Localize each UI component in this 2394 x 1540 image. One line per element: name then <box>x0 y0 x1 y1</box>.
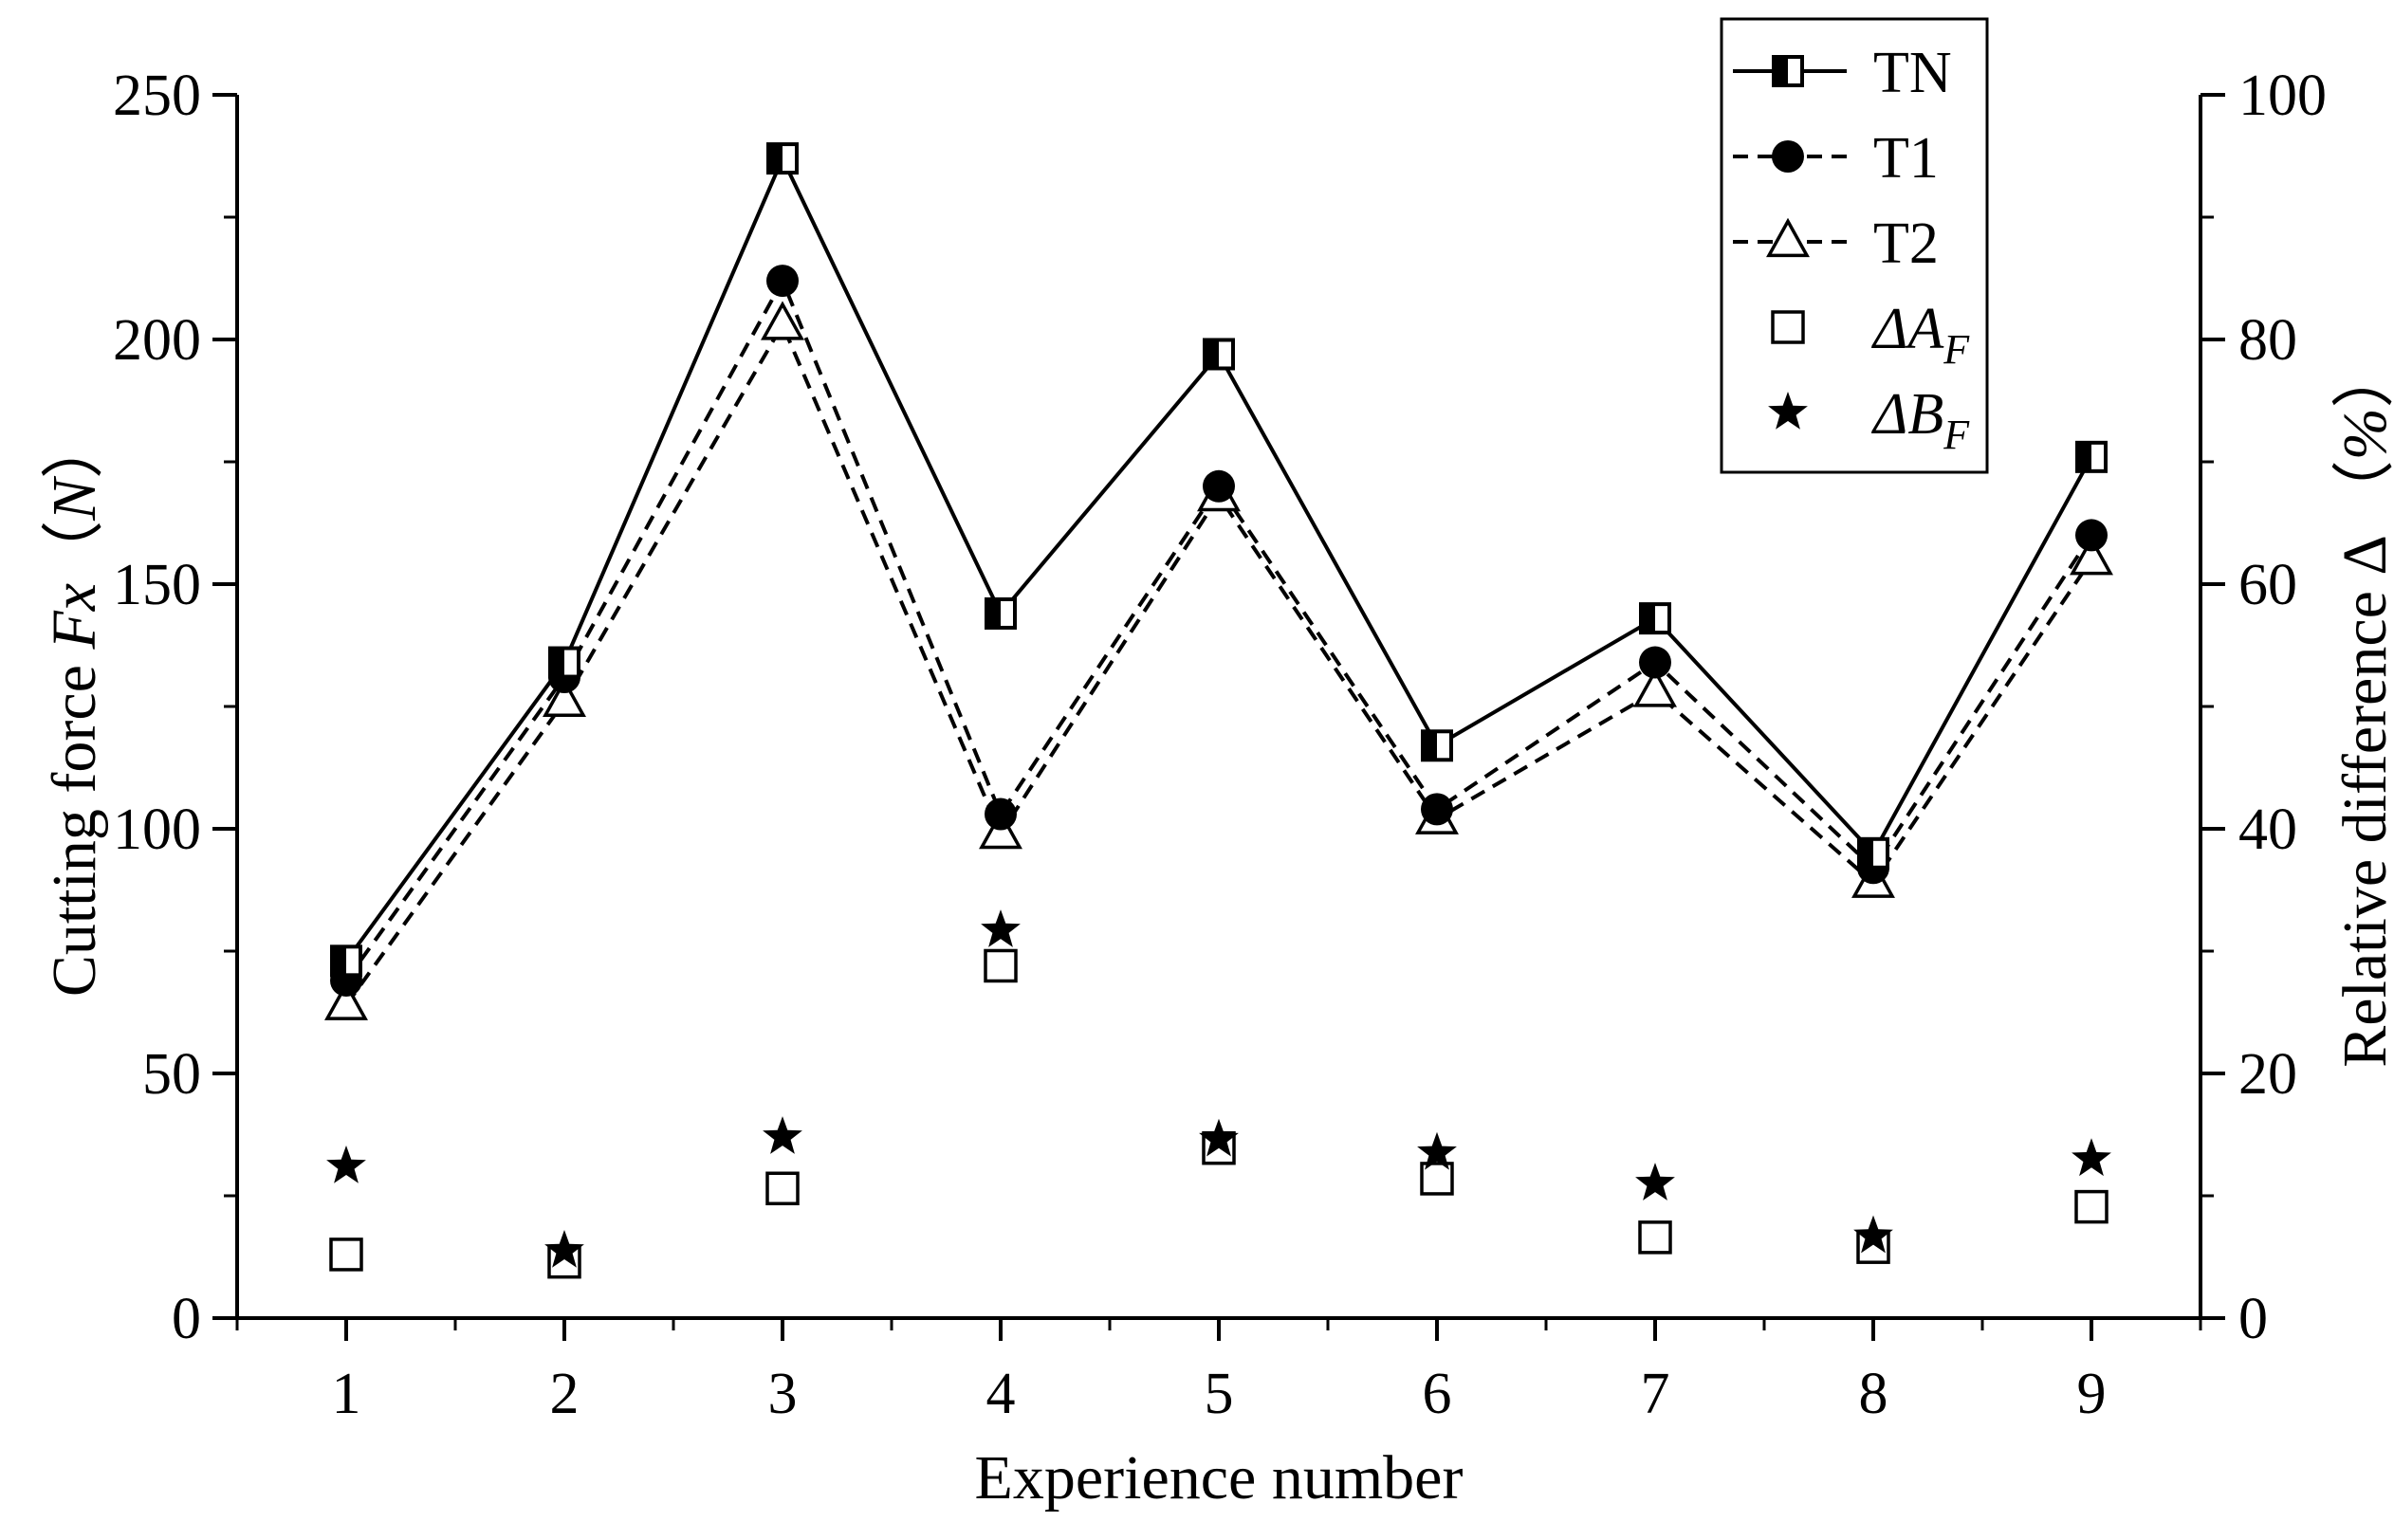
data-point-tn <box>2075 440 2108 473</box>
data-point-tn <box>985 596 1017 630</box>
y-tick-label: 200 <box>113 308 201 373</box>
data-point-bf <box>1853 1215 1893 1254</box>
y-axis-title: Cutting force Fx（N） <box>40 416 109 997</box>
legend-label: ΔBF <box>1870 382 1970 458</box>
legend-marker <box>1766 217 1810 258</box>
data-point-bf <box>1635 1163 1675 1201</box>
x-tick-label: 5 <box>1205 1362 1234 1426</box>
y2-tick-label: 40 <box>2238 798 2297 862</box>
data-point-bf <box>2072 1138 2111 1177</box>
legend-marker <box>1772 140 1804 173</box>
data-point-tn <box>1203 338 1235 371</box>
data-point-bf <box>544 1230 584 1268</box>
x-tick-label: 7 <box>1641 1362 1670 1426</box>
data-point-t2 <box>761 301 804 340</box>
x-tick-label: 3 <box>768 1362 798 1426</box>
legend-item: T1 <box>1733 126 1939 191</box>
legend-item: T2 <box>1733 211 1939 276</box>
data-point-bf <box>1417 1131 1457 1170</box>
data-point-bf <box>326 1146 366 1183</box>
data-point-tn <box>1421 729 1453 762</box>
data-point-af <box>2074 1189 2109 1224</box>
data-point-t2 <box>543 677 586 717</box>
x-tick-label: 8 <box>1859 1362 1888 1426</box>
data-point-af <box>1638 1220 1672 1255</box>
data-point-t2 <box>2070 535 2113 576</box>
data-point-t2 <box>979 809 1022 850</box>
legend-item: TN <box>1733 41 1952 105</box>
y2-axis-title: Relative difference Δ （%） <box>2330 345 2394 1067</box>
x-tick-label: 6 <box>1423 1362 1452 1426</box>
data-point-t1 <box>2075 519 2108 552</box>
y2-tick-label: 60 <box>2238 553 2297 617</box>
legend-marker <box>1771 310 1805 344</box>
legend-label: T2 <box>1873 211 1939 276</box>
x-tick-label: 2 <box>550 1362 580 1426</box>
data-point-af <box>765 1171 800 1206</box>
data-point-t1 <box>1203 469 1235 503</box>
data-point-bf <box>1199 1118 1239 1157</box>
legend-item: ΔBF <box>1768 382 1970 458</box>
data-point-t2 <box>324 981 368 1020</box>
y-tick-label: 100 <box>113 798 201 862</box>
data-point-bf <box>981 909 1021 947</box>
data-point-t2 <box>1633 668 1677 707</box>
y-tick-label: 50 <box>142 1042 201 1107</box>
legend-marker <box>1768 392 1808 430</box>
legend-label: ΔAF <box>1870 297 1970 373</box>
x-tick-label: 1 <box>332 1362 361 1426</box>
data-point-t1 <box>1639 646 1671 679</box>
x-axis-title: Experience number <box>975 1443 1464 1512</box>
legend-label: TN <box>1873 41 1952 105</box>
legend-label: T1 <box>1873 126 1939 191</box>
legend: TN T1 T2 ΔAF ΔBF <box>1720 17 1989 474</box>
y2-tick-label: 20 <box>2238 1042 2297 1107</box>
legend-item: ΔAF <box>1771 297 1970 373</box>
x-tick-label: 9 <box>2077 1362 2107 1426</box>
data-point-tn <box>548 646 580 679</box>
legend-marker <box>1772 55 1804 87</box>
y2-tick-label: 100 <box>2238 64 2327 128</box>
series-line-t1 <box>344 276 2093 982</box>
legend-box <box>1720 17 1989 474</box>
data-point-t1 <box>985 798 1017 831</box>
data-point-af <box>329 1238 363 1272</box>
data-point-tn <box>330 944 362 978</box>
y-tick-label: 150 <box>113 553 201 617</box>
data-point-af <box>984 948 1018 983</box>
data-point-tn <box>1857 836 1889 870</box>
y2-tick-label: 80 <box>2238 308 2297 373</box>
y-tick-label: 250 <box>113 64 201 128</box>
data-point-t1 <box>1421 793 1453 826</box>
data-point-tn <box>1639 602 1671 635</box>
data-point-af <box>1420 1162 1454 1196</box>
y2-tick-label: 0 <box>2238 1287 2268 1351</box>
y-tick-label: 0 <box>172 1287 201 1351</box>
data-point-bf <box>763 1116 802 1154</box>
data-point-t1 <box>766 265 799 298</box>
data-point-tn <box>766 142 799 175</box>
x-tick-label: 4 <box>986 1362 1016 1426</box>
